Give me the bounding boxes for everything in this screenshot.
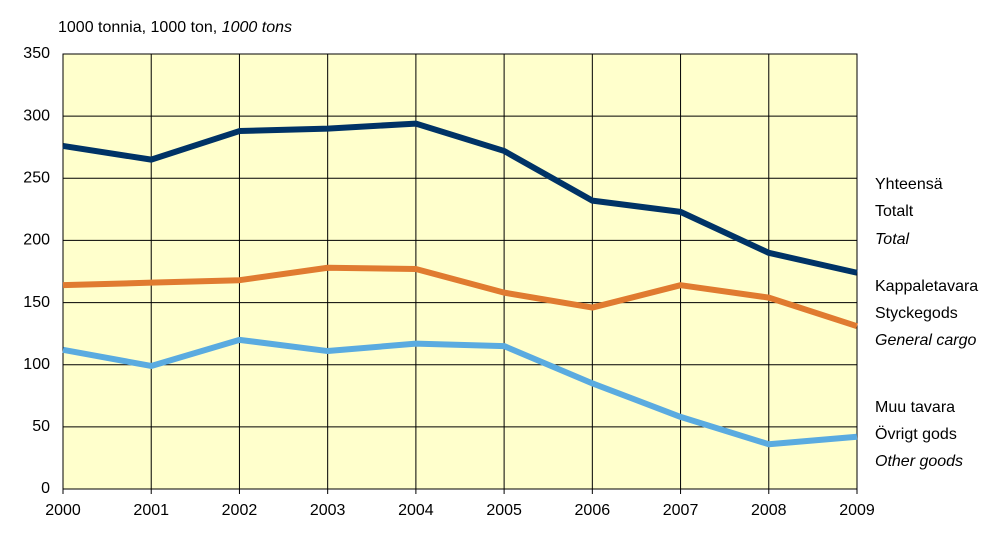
x-tick-label: 2009	[839, 502, 875, 519]
series-line	[62, 264, 858, 330]
x-tick-label: 2008	[751, 502, 787, 519]
x-tick-label: 2006	[575, 502, 611, 519]
legend-label: General cargo	[875, 332, 976, 349]
y-tick-label: 0	[41, 480, 50, 497]
plot-background	[62, 53, 858, 490]
y-tick-label: 250	[23, 170, 50, 187]
y-tick-label: 300	[23, 107, 50, 124]
x-tick-label: 2000	[45, 502, 81, 519]
x-tick-label: 2002	[222, 502, 258, 519]
legend-label: Styckegods	[875, 305, 958, 322]
x-tick-label: 2007	[663, 502, 699, 519]
chart-title: 1000 tonnia, 1000 ton, 1000 tons	[58, 19, 292, 36]
x-tick-label: 2003	[310, 502, 346, 519]
title-text: 1000 tonnia, 1000 ton,	[58, 19, 217, 36]
y-tick-label: 350	[23, 45, 50, 62]
y-tick-label: 50	[32, 418, 50, 435]
legend-label: Muu tavara	[875, 399, 955, 416]
title-italic: 1000 tons	[222, 19, 292, 36]
legend-label: Other goods	[875, 453, 963, 470]
x-tick-label: 2001	[133, 502, 169, 519]
legend-label: Total	[875, 231, 910, 248]
x-tick-label: 2004	[398, 502, 434, 519]
series-line	[62, 120, 858, 276]
y-tick-label: 150	[23, 294, 50, 311]
y-tick-label: 100	[23, 356, 50, 373]
legend-label: Övrigt gods	[875, 425, 957, 443]
legend-label: Kappaletavara	[875, 278, 978, 295]
legend-label: Totalt	[875, 203, 914, 220]
y-tick-label: 200	[23, 232, 50, 249]
series-line	[62, 336, 858, 448]
legend-label: Yhteensä	[875, 176, 943, 193]
x-tick-label: 2005	[486, 502, 522, 519]
